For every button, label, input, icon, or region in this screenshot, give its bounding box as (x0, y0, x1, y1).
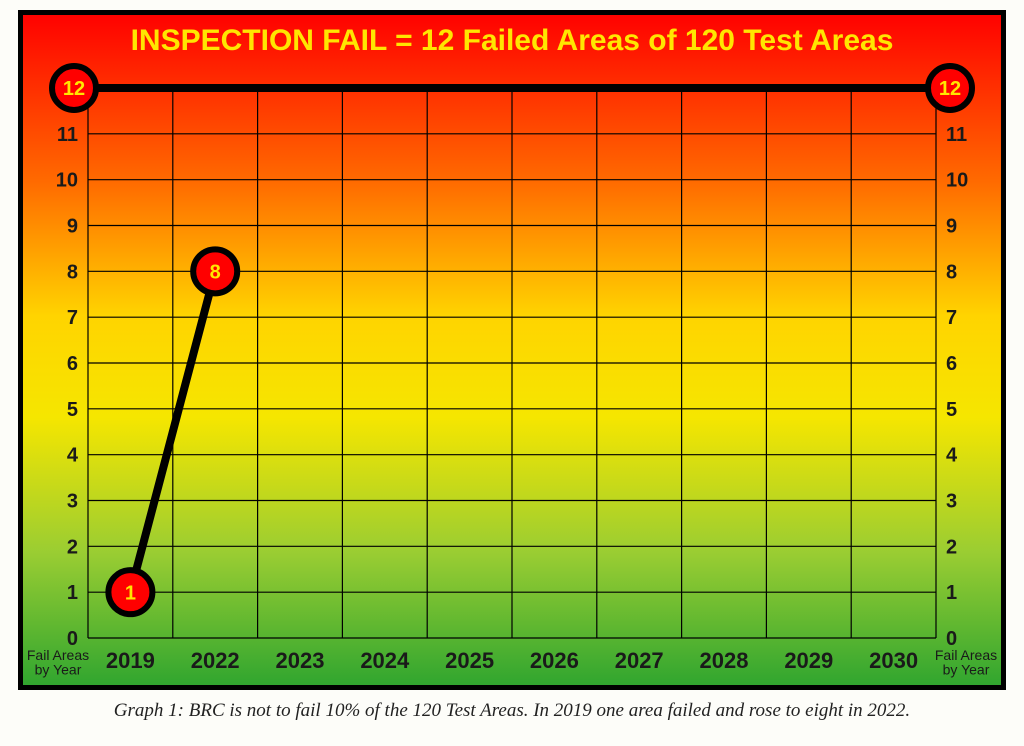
marker-label-threshold-left: 12 (63, 78, 85, 100)
svg-text:5: 5 (946, 399, 957, 421)
svg-text:9: 9 (946, 216, 957, 238)
svg-text:10: 10 (56, 170, 78, 192)
svg-text:7: 7 (67, 307, 78, 329)
marker-label-threshold-right: 12 (939, 78, 961, 100)
svg-text:11: 11 (946, 124, 967, 146)
svg-text:2030: 2030 (869, 648, 918, 673)
svg-text:10: 10 (946, 170, 968, 192)
svg-text:Fail Areasby Year: Fail Areasby Year (935, 647, 997, 678)
svg-text:2023: 2023 (276, 648, 325, 673)
svg-text:2022: 2022 (191, 648, 240, 673)
marker-label-2019-1: 1 (125, 582, 136, 604)
chart-frame: 0011223344556677889910101111201920222023… (18, 10, 1006, 690)
svg-text:6: 6 (946, 353, 957, 375)
svg-text:4: 4 (946, 445, 958, 467)
svg-text:8: 8 (946, 261, 957, 283)
svg-text:2028: 2028 (700, 648, 749, 673)
svg-text:9: 9 (67, 216, 78, 238)
svg-text:2025: 2025 (445, 648, 494, 673)
svg-text:3: 3 (67, 491, 78, 513)
svg-text:5: 5 (67, 399, 78, 421)
svg-text:6: 6 (67, 353, 78, 375)
svg-text:4: 4 (67, 445, 79, 467)
chart-title: INSPECTION FAIL = 12 Failed Areas of 120… (131, 24, 894, 57)
svg-text:8: 8 (67, 261, 78, 283)
svg-text:3: 3 (946, 491, 957, 513)
svg-text:2029: 2029 (784, 648, 833, 673)
svg-text:2026: 2026 (530, 648, 579, 673)
chart-caption: Graph 1: BRC is not to fail 10% of the 1… (0, 700, 1024, 722)
svg-text:1: 1 (946, 582, 957, 604)
svg-text:7: 7 (946, 307, 957, 329)
svg-text:11: 11 (57, 124, 78, 146)
svg-text:2024: 2024 (360, 648, 410, 673)
marker-label-2022-8: 8 (210, 262, 221, 284)
svg-text:2: 2 (946, 536, 957, 558)
svg-text:1: 1 (67, 582, 78, 604)
svg-text:2027: 2027 (615, 648, 664, 673)
svg-text:2: 2 (67, 536, 78, 558)
svg-text:Fail Areasby Year: Fail Areasby Year (27, 647, 89, 678)
svg-text:2019: 2019 (106, 648, 155, 673)
inspection-chart: 0011223344556677889910101111201920222023… (18, 10, 1006, 690)
